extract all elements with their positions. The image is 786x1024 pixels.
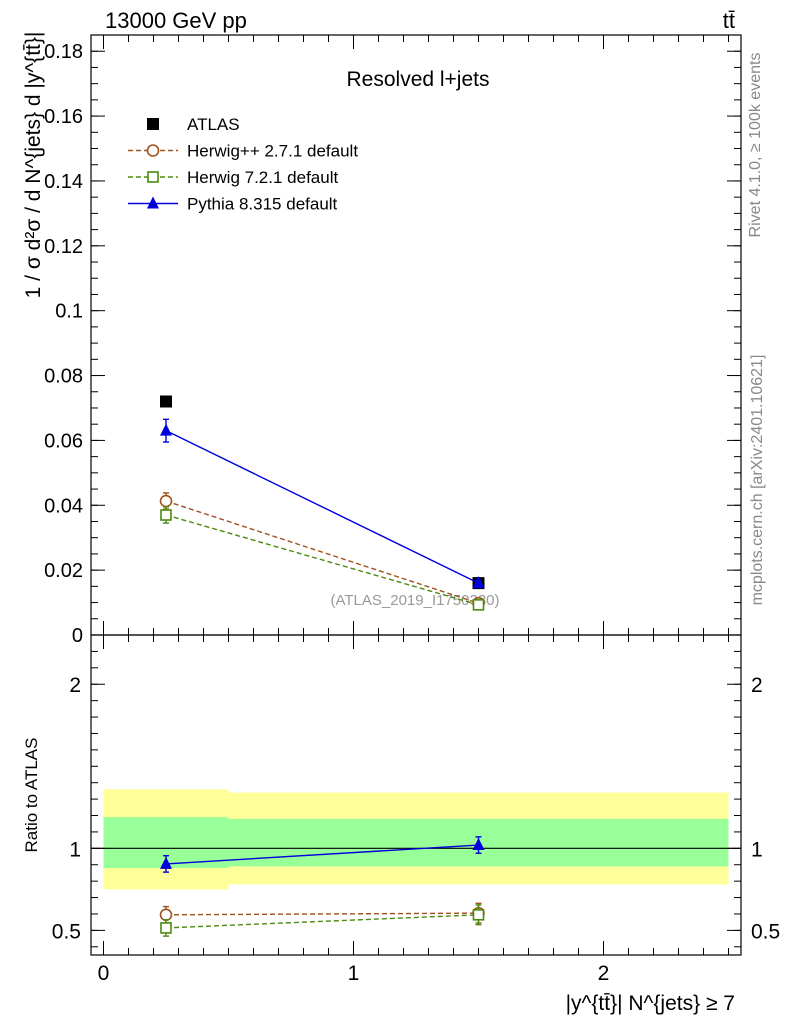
ratio-point-herwig7	[472, 908, 485, 921]
x-axis-label: |y^{tt̄}| N^{jets} ≥ 7	[566, 992, 735, 1015]
rivet-version-label: Rivet 4.1.0, ≥ 100k events	[747, 53, 764, 238]
data-point-herwigpp	[159, 494, 173, 508]
ratio-line-herwig7	[165, 914, 479, 929]
ratio-y-tick-label: 0.5	[52, 920, 81, 943]
y-tick-label: 0	[72, 625, 83, 647]
series-line-herwig7	[165, 514, 479, 606]
legend-label-herwigpp: Herwig++ 2.7.1 default	[187, 142, 358, 161]
y-tick-label: 0.18	[44, 41, 83, 63]
y-tick-label: 0.02	[44, 560, 83, 582]
ratio-y-tick-label-right: 1	[751, 838, 763, 861]
ratio-frame	[90, 634, 742, 956]
series-line-herwigpp	[165, 500, 479, 604]
x-tick-label: 1	[348, 962, 360, 985]
ratio-line-herwigpp	[165, 912, 479, 916]
ratio-line-pythia	[165, 844, 479, 865]
x-tick-label: 2	[598, 962, 610, 985]
series-line-pythia	[165, 430, 479, 584]
y-tick-label: 0.12	[44, 236, 83, 258]
ratio-y-tick-label: 1	[69, 838, 81, 861]
ratio-y-tick-label-right: 0.5	[751, 920, 780, 943]
data-point-pythia	[472, 576, 485, 589]
main-panel: 0 0.02 0.04 0.06 0.08 0.1 0.12 0.14 0.16 0.18 Reso…	[44, 34, 742, 647]
legend-label-herwig7: Herwig 7.2.1 default	[187, 168, 338, 187]
ratio-point-pythia	[472, 838, 485, 851]
x-tick-label: 0	[98, 962, 110, 985]
data-point-pythia	[160, 423, 172, 436]
data-point-herwig7	[160, 509, 172, 521]
ratio-y-tick-label-right: 2	[751, 674, 763, 697]
legend-marker-herwig7	[147, 171, 159, 183]
ratio-point-herwigpp	[159, 908, 173, 922]
ratio-y-axis-label: Ratio to ATLAS	[22, 738, 41, 853]
y-tick-label: 0.06	[44, 430, 83, 452]
legend-label-pythia: Pythia 8.315 default	[187, 195, 338, 214]
y-tick-label: 0.14	[44, 171, 83, 193]
y-tick-label: 0.16	[44, 106, 83, 128]
y-tick-label: 0.04	[44, 495, 83, 517]
mcplots-label: mcplots.cern.ch [arXiv:2401.10621]	[749, 355, 766, 606]
legend-label-atlas: ATLAS	[187, 115, 240, 134]
y-tick-label: 0.1	[55, 301, 83, 323]
legend-marker-herwigpp	[146, 144, 160, 157]
ratio-y-tick-label: 2	[69, 674, 81, 697]
chart-title: Resolved l+jets	[347, 68, 490, 91]
ratio-panel: 0.5 0.5 1 1 2 2 0 1 2	[52, 634, 780, 985]
data-point-herwig7	[472, 599, 485, 611]
ratio-point-pythia	[160, 856, 172, 869]
ratio-point-herwig7	[160, 922, 172, 934]
y-tick-label: 0.08	[44, 366, 83, 388]
header-process-label: 13000 GeV pp	[105, 8, 247, 33]
legend-marker-pythia	[147, 196, 159, 209]
data-point-atlas	[160, 395, 172, 408]
header-final-state-label: tt̄	[723, 8, 735, 33]
legend-marker-atlas	[147, 118, 159, 130]
main-y-axis-label: 1 / σ d²σ / d N^{jets} d |y^{tt̄}|	[22, 32, 45, 299]
